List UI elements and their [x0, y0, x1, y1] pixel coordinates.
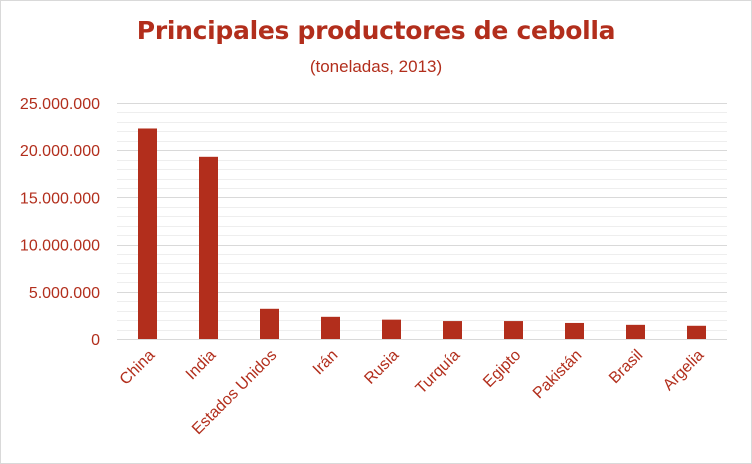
chart-title: Principales productores de cebolla: [136, 16, 616, 45]
x-tick-label: Irán: [310, 347, 342, 379]
y-tick-label: 15.000.000: [20, 190, 100, 207]
x-tick-label: Rusia: [361, 347, 402, 388]
bar: [687, 325, 706, 339]
bar: [199, 156, 218, 339]
y-tick-label: 5.000.000: [29, 285, 100, 302]
x-tick-label: Argelia: [660, 347, 707, 394]
bar: [443, 321, 462, 339]
bar: [138, 128, 157, 339]
x-tick-label: China: [117, 347, 159, 389]
bars: [138, 128, 706, 339]
bar: [382, 319, 401, 339]
x-tick-label: Egipto: [480, 347, 524, 391]
chart-subtitle: (toneladas, 2013): [309, 57, 443, 76]
bar: [565, 322, 584, 339]
x-tick-label: Pakistán: [530, 347, 585, 402]
y-axis-tick-labels: 0 5.000.000 10.000.000 15.000.000 20.000.000…: [20, 96, 100, 349]
bar: [626, 324, 645, 339]
bar: [504, 321, 523, 339]
y-tick-label: 0: [91, 332, 100, 349]
y-tick-label: 25.000.000: [20, 96, 100, 113]
bar: [321, 316, 340, 339]
bar: [260, 308, 279, 339]
y-tick-label: 20.000.000: [20, 143, 100, 160]
x-tick-label: Brasil: [606, 347, 646, 387]
y-tick-label: 10.000.000: [20, 238, 100, 255]
x-tick-label: India: [183, 347, 220, 384]
grid-lines: [117, 103, 727, 340]
x-tick-label: Turquía: [413, 347, 464, 398]
